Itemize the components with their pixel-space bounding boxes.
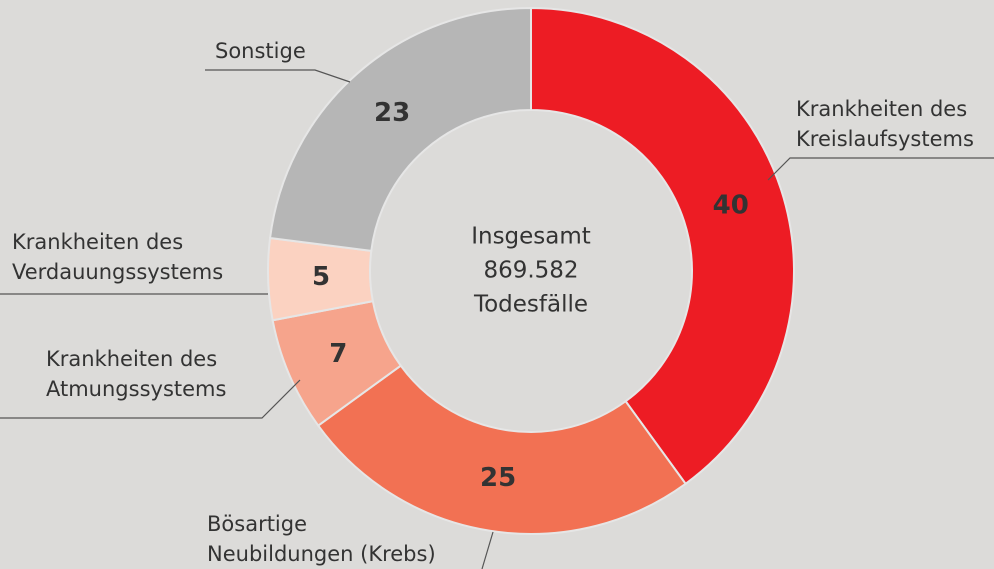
- category-label: Krankheiten des Atmungssystems: [46, 347, 226, 401]
- category-label-line: Kreislaufsystems: [796, 127, 974, 151]
- value-label: 25: [480, 463, 516, 493]
- center-text: Insgesamt: [471, 224, 591, 250]
- category-label-line: Neubildungen (Krebs): [207, 542, 436, 566]
- value-label: 7: [329, 339, 347, 369]
- value-label: 40: [713, 191, 749, 221]
- leader-line: [767, 157, 994, 181]
- donut-segment: [316, 364, 687, 535]
- category-label-line: Sonstige: [215, 39, 306, 63]
- category-label-line: Atmungssystems: [46, 377, 226, 401]
- category-label-line: Krankheiten des: [46, 347, 217, 371]
- category-label: Bösartige Neubildungen (Krebs): [207, 512, 436, 566]
- category-label-line: Bösartige: [207, 512, 307, 536]
- donut-segment: [268, 6, 532, 252]
- leader-line: [481, 531, 494, 569]
- donut-segment: [530, 6, 795, 486]
- category-label: Krankheiten des Verdauungssystems: [12, 230, 223, 284]
- category-label-line: Krankheiten des: [796, 97, 967, 121]
- category-label: Krankheiten des Kreislaufsystems: [796, 97, 974, 151]
- value-label: 5: [312, 262, 330, 292]
- leader-line: [0, 379, 301, 419]
- category-label-line: Krankheiten des: [12, 230, 183, 254]
- center-text: Todesfälle: [473, 292, 588, 318]
- leader-line: [205, 69, 351, 83]
- category-label-line: Verdauungssystems: [12, 260, 223, 284]
- category-label: Sonstige: [215, 39, 306, 63]
- center-text: 869.582: [483, 258, 578, 284]
- value-label: 23: [374, 98, 410, 128]
